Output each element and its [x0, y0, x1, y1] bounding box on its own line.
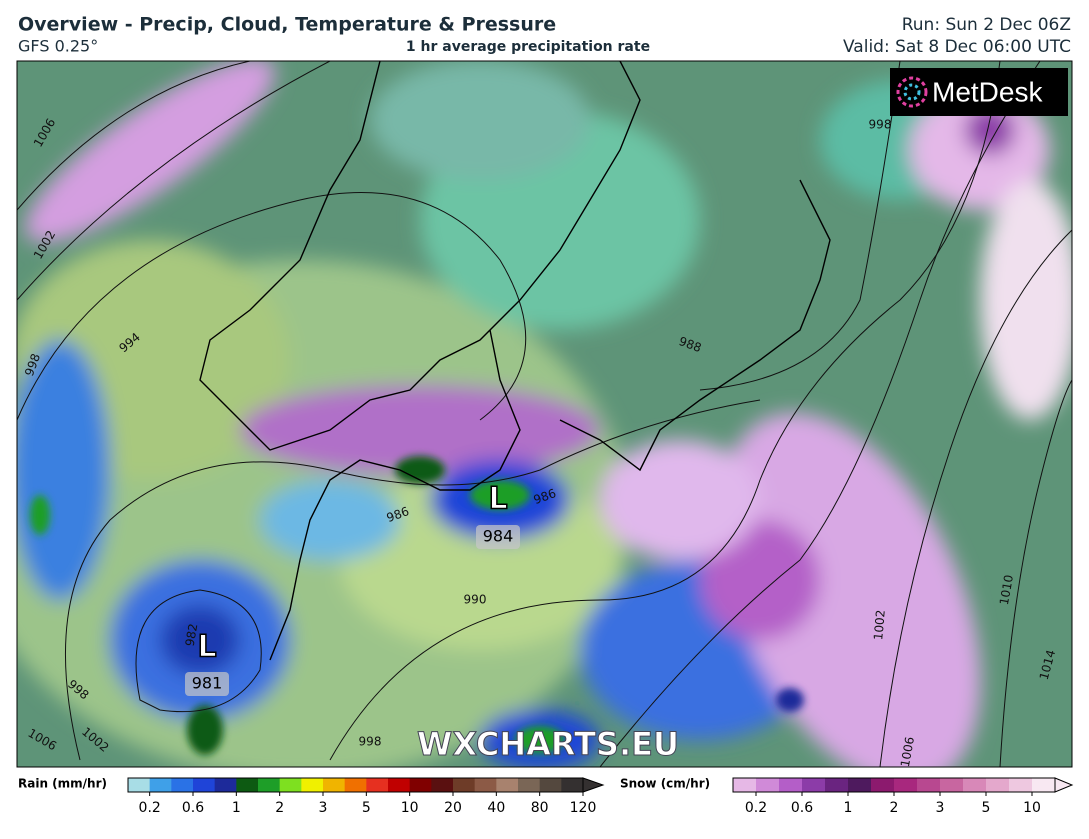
color-swatch [802, 778, 826, 792]
color-swatch [344, 778, 367, 792]
color-swatch [128, 778, 151, 792]
color-swatch [986, 778, 1010, 792]
isobar-label: 990 [464, 593, 487, 607]
color-swatch [453, 778, 476, 792]
heavy-precip [30, 456, 804, 755]
color-swatch [301, 778, 324, 792]
isobars [17, 61, 1072, 767]
model: GFS 0.25° [18, 37, 98, 56]
color-swatch [756, 778, 780, 792]
colorbar-arrow [582, 777, 605, 793]
colorbar-tick-label: 5 [362, 800, 371, 816]
colorbar-tick-label: 0.2 [139, 800, 161, 816]
colorbar-frame [127, 777, 584, 793]
colorbar-tick-label: 20 [444, 800, 462, 816]
colorbar-tick-label: 40 [487, 800, 505, 816]
color-swatch [894, 778, 918, 792]
colorbar-tick-label: 120 [570, 800, 597, 816]
map [17, 61, 1072, 767]
isobar-label: 1010 [997, 574, 1016, 607]
colorbar-tick-label: 0.6 [791, 800, 813, 816]
color-swatch [917, 778, 941, 792]
isobar-label: 982 [183, 622, 201, 647]
color-swatch [940, 778, 964, 792]
low-pressure: 981 [192, 674, 223, 693]
color-swatch [193, 778, 216, 792]
colorbar-tick-label: 5 [982, 800, 991, 816]
color-swatch [779, 778, 803, 792]
map-frame [16, 60, 1073, 768]
coastlines [199, 61, 831, 661]
low-label-box [185, 672, 229, 696]
color-swatch [825, 778, 849, 792]
logo-icon [896, 76, 928, 108]
fields [17, 61, 1072, 767]
low-pressure: 984 [483, 527, 514, 546]
color-swatch [431, 778, 454, 792]
color-swatch [258, 778, 281, 792]
color-swatch [388, 778, 411, 792]
color-swatch [871, 778, 895, 792]
valid-time: Valid: Sat 8 Dec 06:00 UTC [843, 37, 1071, 57]
color-swatch [279, 778, 302, 792]
colorbar-tick-label: 1 [232, 800, 241, 816]
title: Overview - Precip, Cloud, Temperature & … [18, 14, 556, 36]
run-time: Run: Sun 2 Dec 06Z [902, 15, 1071, 35]
color-swatch [171, 778, 194, 792]
low-symbol: L [197, 630, 216, 665]
colorbar-tick-label: 80 [531, 800, 549, 816]
colorbar-tick-label: 1 [844, 800, 853, 816]
color-swatch [409, 778, 432, 792]
color-swatch [149, 778, 172, 792]
color-swatch [963, 778, 987, 792]
colorbar-tick-label: 0.6 [182, 800, 204, 816]
colorbar-arrow [1054, 777, 1074, 793]
color-swatch [518, 778, 541, 792]
watermark: WXCHARTS.EU [417, 725, 679, 763]
color-swatch [848, 778, 872, 792]
color-swatch [366, 778, 389, 792]
colorbar-tick-label: 3 [319, 800, 328, 816]
color-swatch [1032, 778, 1056, 792]
color-swatch [496, 778, 519, 792]
snow-legend-label: Snow (cm/hr) [620, 777, 710, 791]
color-swatch [561, 778, 584, 792]
rain-legend-label: Rain (mm/hr) [18, 777, 107, 791]
color-swatch [236, 778, 259, 792]
color-swatch [474, 778, 497, 792]
color-swatch [539, 778, 562, 792]
colorbar-tick-label: 2 [275, 800, 284, 816]
colorbar-tick-label: 0.2 [745, 800, 767, 816]
isobar-label: 1006 [898, 736, 917, 769]
low-label-box [476, 525, 520, 549]
isobar-label: 998 [869, 118, 892, 132]
color-swatch [214, 778, 237, 792]
isobar-label: 998 [359, 735, 382, 749]
color-swatch [733, 778, 757, 792]
colorbar-tick-label: 10 [1023, 800, 1041, 816]
colorbar-tick-label: 2 [890, 800, 899, 816]
low-symbol: L [488, 482, 507, 517]
colorbar-tick-label: 10 [401, 800, 419, 816]
subtitle: 1 hr average precipitation rate [406, 39, 650, 55]
color-swatch [323, 778, 346, 792]
colorbar-tick-label: 3 [936, 800, 945, 816]
isobar-label: 1002 [871, 609, 888, 641]
logo-text: MetDesk [932, 76, 1043, 107]
color-swatch [1009, 778, 1033, 792]
